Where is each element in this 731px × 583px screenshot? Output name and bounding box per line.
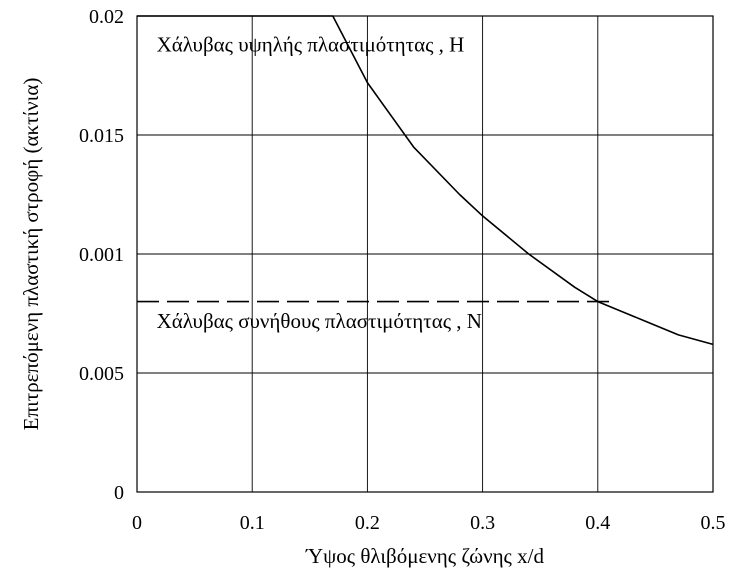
x-axis-label: Ύψος θλιβόμενης ζώνης x/d bbox=[305, 544, 544, 568]
y-tick-label: 0.001 bbox=[79, 244, 124, 266]
annotation-label: Χάλυβας υψηλής πλαστιμότητας , Η bbox=[157, 33, 465, 57]
x-tick-label: 0.4 bbox=[585, 512, 610, 534]
y-tick-label: 0.015 bbox=[79, 125, 124, 147]
annotation-label: Χάλυβας συνήθους πλαστιμότητας , Ν bbox=[157, 309, 482, 333]
x-tick-label: 0.1 bbox=[240, 512, 265, 534]
y-tick-labels: 0 0.005 0.001 0.015 0.02 bbox=[79, 6, 124, 504]
x-tick-label: 0.5 bbox=[701, 512, 726, 534]
plot-frame bbox=[136, 15, 714, 493]
x-tick-label: 0 bbox=[132, 512, 142, 534]
grid bbox=[137, 16, 713, 492]
x-tick-labels: 0 0.1 0.2 0.3 0.4 0.5 bbox=[132, 512, 726, 534]
x-tick-label: 0.2 bbox=[355, 512, 380, 534]
annotations: Χάλυβας υψηλής πλαστιμότητας , Η Χάλυβας … bbox=[157, 33, 482, 333]
y-tick-label: 0 bbox=[114, 482, 124, 504]
y-tick-label: 0.005 bbox=[79, 363, 124, 385]
y-tick-label: 0.02 bbox=[89, 6, 124, 28]
series-group bbox=[137, 15, 714, 346]
series-line-high-ductility bbox=[137, 15, 714, 346]
y-axis-label: Επιτρεπόμενη πλαστική στροφή (ακτίνια) bbox=[19, 78, 43, 431]
x-tick-label: 0.3 bbox=[470, 512, 495, 534]
